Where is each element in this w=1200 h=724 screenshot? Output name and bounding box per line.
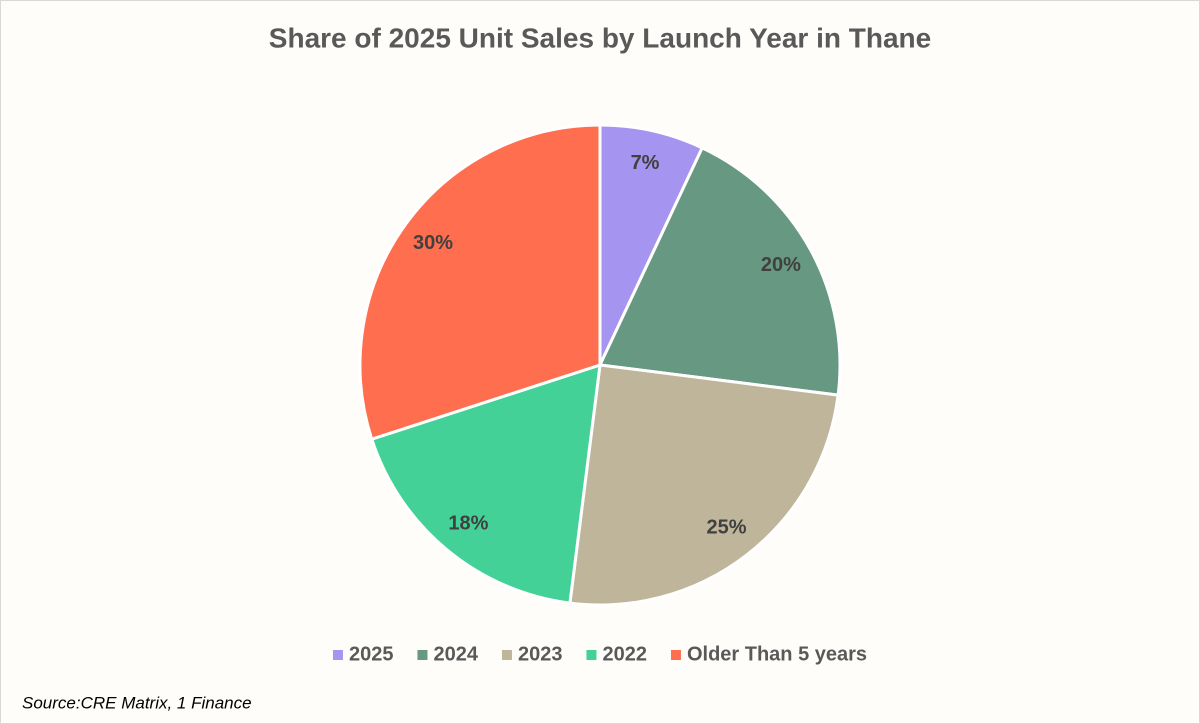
pie-slice — [598, 123, 705, 366]
data-label: 30% — [413, 232, 453, 254]
legend-marker — [417, 650, 428, 660]
legend-marker — [332, 650, 343, 660]
chart-title: Share of 2025 Unit Sales by Launch Year … — [269, 22, 931, 53]
legend-label: 2024 — [433, 643, 478, 665]
pie-slice — [369, 362, 602, 605]
legend-label: 2025 — [349, 643, 394, 665]
legend-marker — [670, 650, 681, 660]
pie-slice — [597, 145, 842, 397]
data-label: 25% — [706, 516, 746, 538]
data-label: 18% — [448, 512, 488, 534]
legend-marker — [586, 650, 597, 660]
legend-label: 2023 — [518, 643, 563, 665]
data-label: 20% — [761, 254, 801, 276]
legend-label: 2022 — [602, 643, 647, 665]
legend-marker — [501, 650, 512, 660]
legend: 2025 2024 2023 2022 Older Than 5 years — [332, 643, 867, 665]
legend-label: Older Than 5 years — [687, 643, 867, 665]
pie-slice — [568, 363, 840, 607]
pie: 7% 20% 25% 18% 30% — [358, 123, 842, 607]
source-note: Source:CRE Matrix, 1 Finance — [22, 693, 252, 712]
data-label: 7% — [631, 152, 660, 174]
pie-slice — [358, 123, 602, 442]
